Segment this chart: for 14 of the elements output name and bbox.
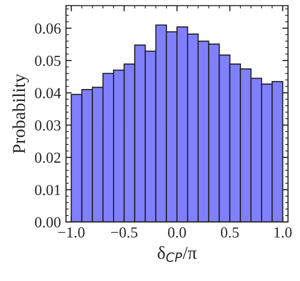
y-tick-label: 0.01 — [34, 184, 60, 196]
y-axis-title: Probability — [12, 74, 29, 154]
y-tick-label: 0.04 — [34, 88, 61, 98]
x-axis-title: δ$_{CP}$/π — [158, 246, 197, 262]
y-tick-label: 0.00 — [34, 217, 61, 228]
x-tick-label: −0.5 — [111, 227, 138, 238]
y-tick-label: 0.05 — [34, 56, 61, 66]
x-tick-label: −1.0 — [58, 227, 85, 238]
y-tick-label: 0.02 — [34, 152, 60, 163]
x-tick-label: 0.0 — [168, 227, 186, 238]
y-tick-label: 0.06 — [34, 23, 61, 34]
x-tick-label: 1.0 — [274, 227, 292, 238]
x-tick-label: 0.5 — [220, 227, 239, 238]
y-tick-label: 0.03 — [34, 120, 61, 131]
